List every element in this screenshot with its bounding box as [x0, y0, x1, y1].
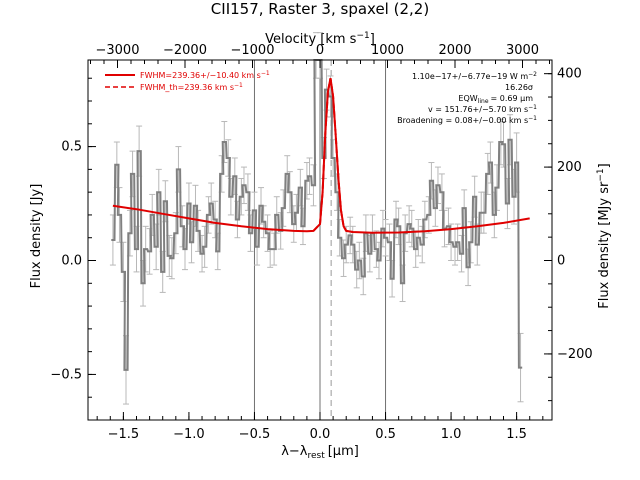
- y-axis-label-right: Flux density [MJy sr−1]: [596, 163, 612, 308]
- fit-layer: [112, 78, 530, 234]
- annotation-line-sigma: 16.26σ: [505, 83, 533, 92]
- right-tick-label: −200: [557, 347, 593, 362]
- top-tick-label: 2000: [438, 43, 471, 58]
- top-tick-label: −3000: [95, 43, 139, 58]
- right-tick-label: 400: [557, 67, 582, 82]
- y-tick-label: −0.5: [50, 367, 82, 382]
- legend-label-fwhm: FWHM=239.36+/−10.40 km s−1: [140, 70, 270, 80]
- y-axis-label-left: Flux density [Jy]: [29, 184, 44, 289]
- y-tick-label: 0.5: [61, 140, 82, 155]
- top-tick-label: 0: [316, 43, 324, 58]
- legend-label-fwhm-th: FWHM_th=239.36 km s−1: [140, 82, 243, 92]
- annotation-line-velocity: v = 151.76+/−5.70 km s−1: [428, 104, 537, 114]
- top-tick-label: −2000: [163, 43, 207, 58]
- axes-layer: −1.5 −1.0 −0.5 0.0 0.5 1.0 1.5−3000 −2000 −1000 0…: [50, 43, 592, 442]
- top-tick-label: 1000: [371, 43, 404, 58]
- annotation-block: 1.10e−17+/−6.77e−19 W m−2 16.26σ EQWline…: [397, 71, 537, 125]
- x-axis-label: λ−λrest [μm]: [281, 444, 359, 461]
- annotation-line-flux: 1.10e−17+/−6.77e−19 W m−2: [412, 71, 537, 81]
- annotation-line-broadening: Broadening = 0.08+/−0.00 km s−1: [397, 115, 537, 125]
- x-tick-label: 1.0: [441, 427, 462, 442]
- fit-line-dashed: [312, 78, 353, 233]
- x-tick-label: −1.0: [173, 427, 205, 442]
- right-tick-label: 0: [557, 254, 565, 269]
- chart-title: CII157, Raster 3, spaxel (2,2): [211, 0, 429, 18]
- x-tick-label: −1.5: [108, 427, 140, 442]
- x-tick-label: 1.5: [506, 427, 527, 442]
- top-axis-label: Velocity [km s−1]: [265, 31, 375, 47]
- y-tick-label: 0.0: [61, 254, 82, 269]
- legend: FWHM=239.36+/−10.40 km s−1 FWHM_th=239.3…: [105, 70, 270, 92]
- x-tick-label: 0.5: [375, 427, 396, 442]
- top-tick-label: −1000: [231, 43, 275, 58]
- top-tick-label: 3000: [506, 43, 539, 58]
- annotation-line-eqw: EQWline = 0.69 μm: [458, 94, 533, 105]
- x-tick-label: 0.0: [310, 427, 331, 442]
- x-tick-label: −0.5: [239, 427, 271, 442]
- right-tick-label: 200: [557, 160, 582, 175]
